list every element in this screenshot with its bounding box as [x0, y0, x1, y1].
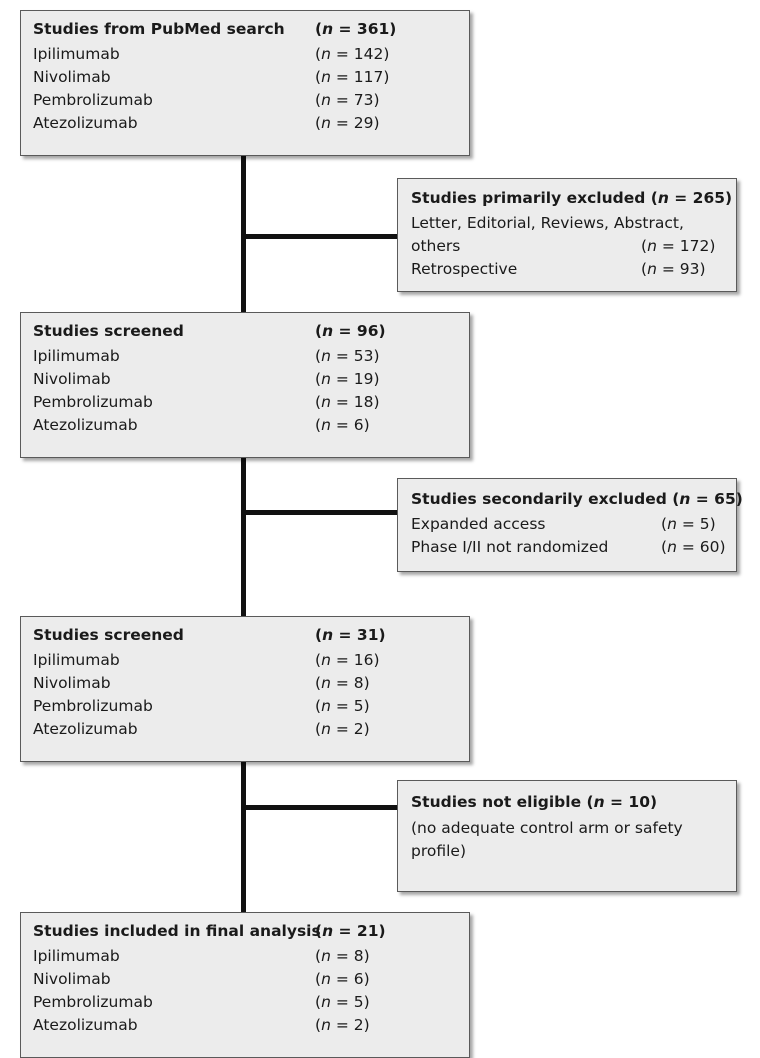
item-count: (n = 19) — [315, 370, 380, 388]
item-label: Ipilimumab — [33, 651, 120, 669]
item-count: (n = 117) — [315, 68, 390, 86]
item-count: (n = 142) — [315, 45, 390, 63]
item-count: (n = 6) — [315, 970, 370, 988]
box-title: Studies from PubMed search — [33, 20, 285, 38]
item-count: (n = 6) — [315, 416, 370, 434]
item-label: Phase I/II not randomized — [411, 538, 609, 556]
item-label: Pembrolizumab — [33, 91, 153, 109]
item-count: (n = 60) — [661, 538, 726, 556]
primary-excluded-box: Studies primarily excluded (n = 265) Let… — [397, 178, 737, 292]
box-title-count: (n = 361) — [315, 20, 397, 38]
item-count: (n = 93) — [641, 260, 706, 278]
item-label: Ipilimumab — [33, 947, 120, 965]
item-label: Letter, Editorial, Reviews, Abstract, — [411, 214, 684, 232]
box-title-count: (n = 96) — [315, 322, 386, 340]
item-count: (n = 73) — [315, 91, 380, 109]
box-title: Studies secondarily excluded (n = 65) — [411, 490, 743, 508]
item-label: Expanded access — [411, 515, 546, 533]
item-label: Atezolizumab — [33, 720, 138, 738]
item-count: (n = 53) — [315, 347, 380, 365]
main-flow-line — [241, 156, 246, 991]
item-count: (n = 5) — [315, 697, 370, 715]
item-count: (n = 172) — [641, 237, 716, 255]
item-label: Ipilimumab — [33, 45, 120, 63]
item-label: Pembrolizumab — [33, 993, 153, 1011]
item-label: Nivolimab — [33, 674, 111, 692]
description-line: (no adequate control arm or safety — [411, 819, 683, 837]
box-title: Studies screened — [33, 322, 184, 340]
item-count: (n = 8) — [315, 674, 370, 692]
box-title-count: (n = 21) — [315, 922, 386, 940]
box-title: Studies not eligible (n = 10) — [411, 793, 658, 811]
branch-line-primary-excluded — [243, 234, 397, 239]
screened-box-1: Studies screened (n = 96) Ipilimumab (n … — [20, 312, 470, 458]
item-count: (n = 16) — [315, 651, 380, 669]
description-line: profile) — [411, 842, 467, 860]
item-label: Atezolizumab — [33, 1016, 138, 1034]
box-title: Studies primarily excluded (n = 265) — [411, 189, 733, 207]
item-label: Ipilimumab — [33, 347, 120, 365]
box-title: Studies screened — [33, 626, 184, 644]
item-count: (n = 8) — [315, 947, 370, 965]
box-title-count: (n = 31) — [315, 626, 386, 644]
item-label: Retrospective — [411, 260, 518, 278]
item-label: Atezolizumab — [33, 114, 138, 132]
item-label: Nivolimab — [33, 370, 111, 388]
item-label: Nivolimab — [33, 970, 111, 988]
item-count: (n = 29) — [315, 114, 380, 132]
pubmed-search-box: Studies from PubMed search (n = 361) Ipi… — [20, 10, 470, 156]
item-count: (n = 18) — [315, 393, 380, 411]
item-label: others — [411, 237, 461, 255]
item-label: Nivolimab — [33, 68, 111, 86]
item-count: (n = 2) — [315, 1016, 370, 1034]
item-count: (n = 5) — [315, 993, 370, 1011]
item-count: (n = 5) — [661, 515, 716, 533]
screened-box-2: Studies screened (n = 31) Ipilimumab (n … — [20, 616, 470, 762]
box-title: Studies included in final analysis — [33, 922, 321, 940]
not-eligible-box: Studies not eligible (n = 10) (no adequa… — [397, 780, 737, 892]
final-analysis-box: Studies included in final analysis (n = … — [20, 912, 470, 1058]
item-label: Pembrolizumab — [33, 393, 153, 411]
branch-line-secondary-excluded — [243, 510, 397, 515]
item-label: Pembrolizumab — [33, 697, 153, 715]
item-label: Atezolizumab — [33, 416, 138, 434]
item-count: (n = 2) — [315, 720, 370, 738]
branch-line-not-eligible — [243, 805, 397, 810]
secondary-excluded-box: Studies secondarily excluded (n = 65) Ex… — [397, 478, 743, 572]
